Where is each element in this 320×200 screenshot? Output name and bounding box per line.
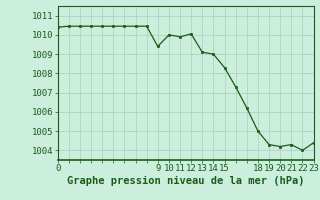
X-axis label: Graphe pression niveau de la mer (hPa): Graphe pression niveau de la mer (hPa) xyxy=(67,176,304,186)
